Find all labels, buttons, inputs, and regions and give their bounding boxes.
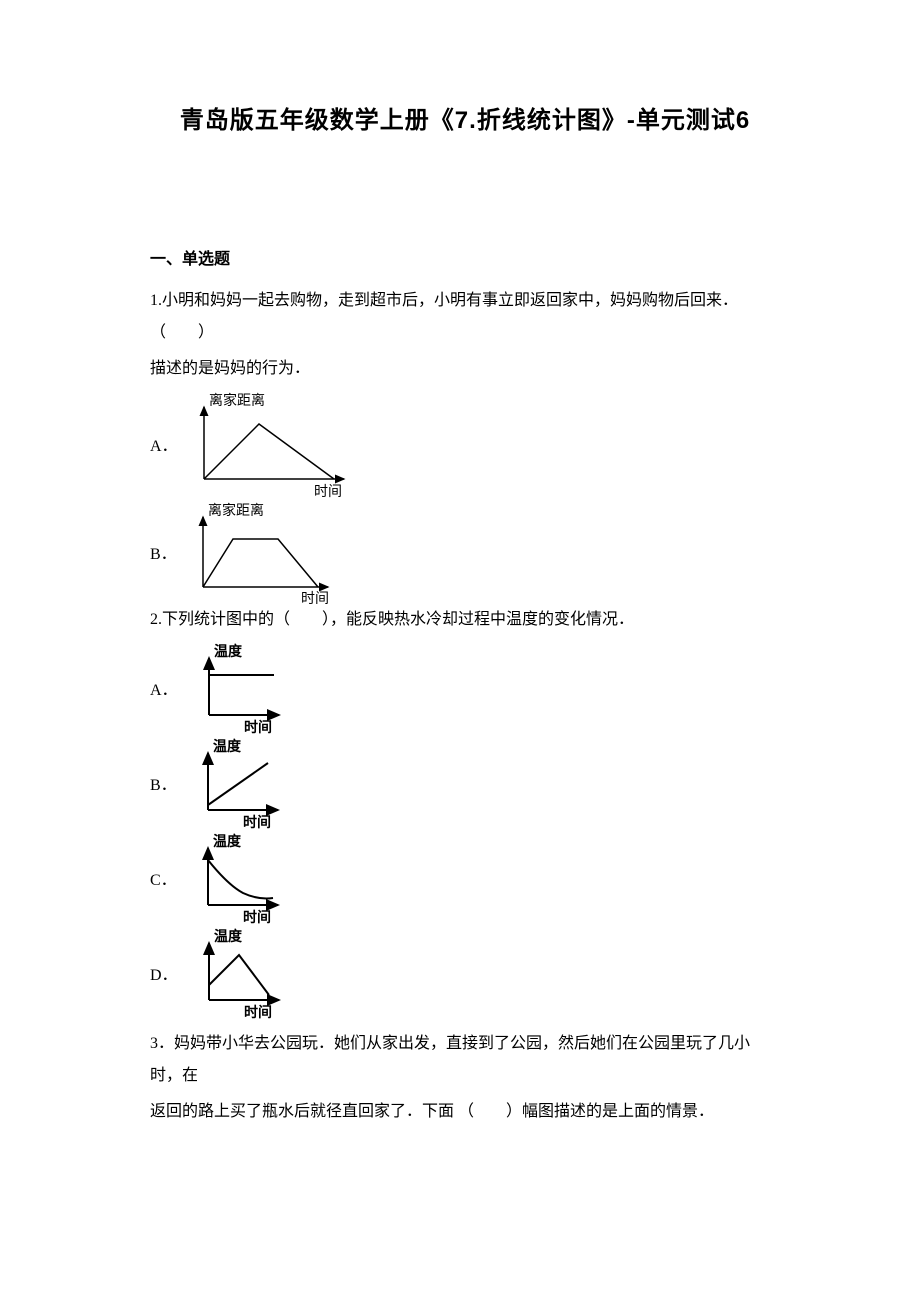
- q2-graph-b: 温度 时间: [183, 735, 293, 830]
- q3-line2: 返回的路上买了瓶水后就径直回家了．下面 （ ）幅图描述的是上面的情景．: [150, 1096, 780, 1128]
- q2c-ylabel: 温度: [213, 833, 242, 849]
- q1a-xlabel: 时间: [314, 484, 342, 499]
- q1-graph-a: 离家距离 时间: [184, 389, 374, 499]
- q1-line2: 描述的是妈妈的行为．: [150, 353, 780, 385]
- q2b-ylabel: 温度: [213, 738, 242, 754]
- q2-graph-d: 温度 时间: [184, 925, 294, 1020]
- q2-graph-c: 温度 时间: [183, 830, 293, 925]
- q2-option-c: C． 温度 时间: [150, 830, 780, 925]
- q2a-ylabel: 温度: [214, 643, 243, 659]
- q1-graph-b: 离家距离 时间: [183, 499, 353, 604]
- page-title: 青岛版五年级数学上册《7.折线统计图》-单元测试6: [150, 100, 780, 135]
- q2-text: 2.下列统计图中的（ ），能反映热水冷却过程中温度的变化情况．: [150, 604, 780, 636]
- q2-graph-a: 温度 时间: [184, 640, 294, 735]
- q2-option-a: A． 温度 时间: [150, 640, 780, 735]
- q2d-xlabel: 时间: [244, 1004, 272, 1020]
- q2-b-label: B．: [150, 771, 177, 795]
- q1-option-b: B． 离家距离 时间: [150, 499, 780, 604]
- q1-option-a: A． 离家距离 时间: [150, 389, 780, 499]
- q2a-xlabel: 时间: [244, 719, 272, 735]
- q2-d-label: D．: [150, 961, 178, 985]
- q1-line1: 1.小明和妈妈一起去购物，走到超市后，小明有事立即返回家中，妈妈购物后回来．（ …: [150, 285, 780, 349]
- q2-a-label: A．: [150, 676, 178, 700]
- q2-c-label: C．: [150, 866, 177, 890]
- q1a-ylabel: 离家距离: [209, 392, 265, 409]
- q1b-ylabel: 离家距离: [208, 502, 264, 519]
- q3-line1: 3．妈妈带小华去公园玩．她们从家出发，直接到了公园，然后她们在公园里玩了几小时，…: [150, 1028, 780, 1092]
- q2c-xlabel: 时间: [243, 909, 271, 925]
- q2d-ylabel: 温度: [214, 928, 243, 944]
- q2-option-b: B． 温度 时间: [150, 735, 780, 830]
- q2-option-d: D． 温度 时间: [150, 925, 780, 1020]
- page: 青岛版五年级数学上册《7.折线统计图》-单元测试6 一、单选题 1.小明和妈妈一…: [0, 0, 920, 1192]
- section-1-heading: 一、单选题: [150, 245, 780, 269]
- q1-a-label: A．: [150, 432, 178, 456]
- q2b-xlabel: 时间: [243, 814, 271, 830]
- q1b-xlabel: 时间: [301, 591, 329, 604]
- q1-b-label: B．: [150, 540, 177, 564]
